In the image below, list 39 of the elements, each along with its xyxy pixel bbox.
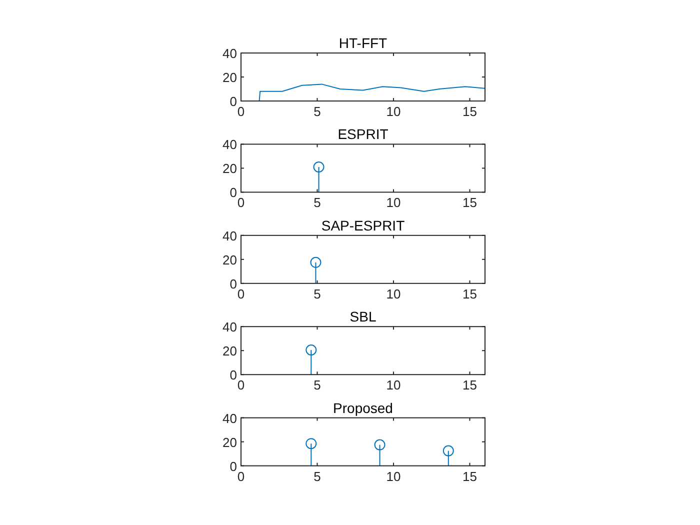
y-tick-label: 20 — [222, 252, 237, 268]
y-tick-label: 20 — [222, 344, 237, 359]
x-tick-label: 5 — [314, 468, 321, 484]
y-tick-label: 0 — [230, 276, 237, 292]
line-series — [258, 84, 486, 102]
y-tick-label: 0 — [230, 185, 237, 200]
x-tick-label: 15 — [462, 468, 477, 484]
x-tick-label: 10 — [386, 104, 401, 119]
x-tick-label: 10 — [386, 286, 401, 302]
y-tick-label: 0 — [230, 94, 237, 109]
y-tick-label: 40 — [222, 46, 237, 61]
x-tick-label: 5 — [314, 286, 321, 302]
y-tick-label: 40 — [222, 410, 237, 426]
chart-title: Proposed — [333, 400, 393, 416]
chart-title: SBL — [350, 308, 376, 325]
y-tick-label: 20 — [222, 70, 237, 85]
chart-title: ESPRIT — [338, 126, 389, 142]
x-tick-label: 10 — [386, 378, 401, 393]
point — [374, 439, 386, 450]
x-tick-label: 5 — [314, 378, 321, 393]
y-tick-label: 20 — [222, 161, 237, 176]
x-tick-label: 5 — [314, 104, 321, 119]
x-tick-label: 15 — [462, 286, 477, 302]
y-tick-label: 0 — [230, 458, 237, 474]
y-tick-label: 20 — [222, 434, 237, 450]
point — [306, 438, 317, 450]
x-tick-label: 10 — [386, 468, 401, 484]
x-tick-label: 15 — [462, 195, 477, 210]
x-tick-label: 5 — [314, 195, 321, 210]
x-tick-label: 10 — [386, 195, 401, 210]
x-tick-label: 15 — [462, 104, 477, 119]
point — [442, 445, 454, 456]
y-tick-label: 40 — [222, 137, 237, 152]
y-tick-label: 0 — [230, 368, 237, 383]
chart-title: HT-FFT — [338, 35, 388, 51]
chart-title: SAP-ESPRIT — [321, 217, 406, 234]
y-tick-label: 40 — [222, 320, 237, 335]
x-tick-label: 15 — [462, 378, 477, 393]
y-tick-label: 40 — [222, 228, 237, 244]
